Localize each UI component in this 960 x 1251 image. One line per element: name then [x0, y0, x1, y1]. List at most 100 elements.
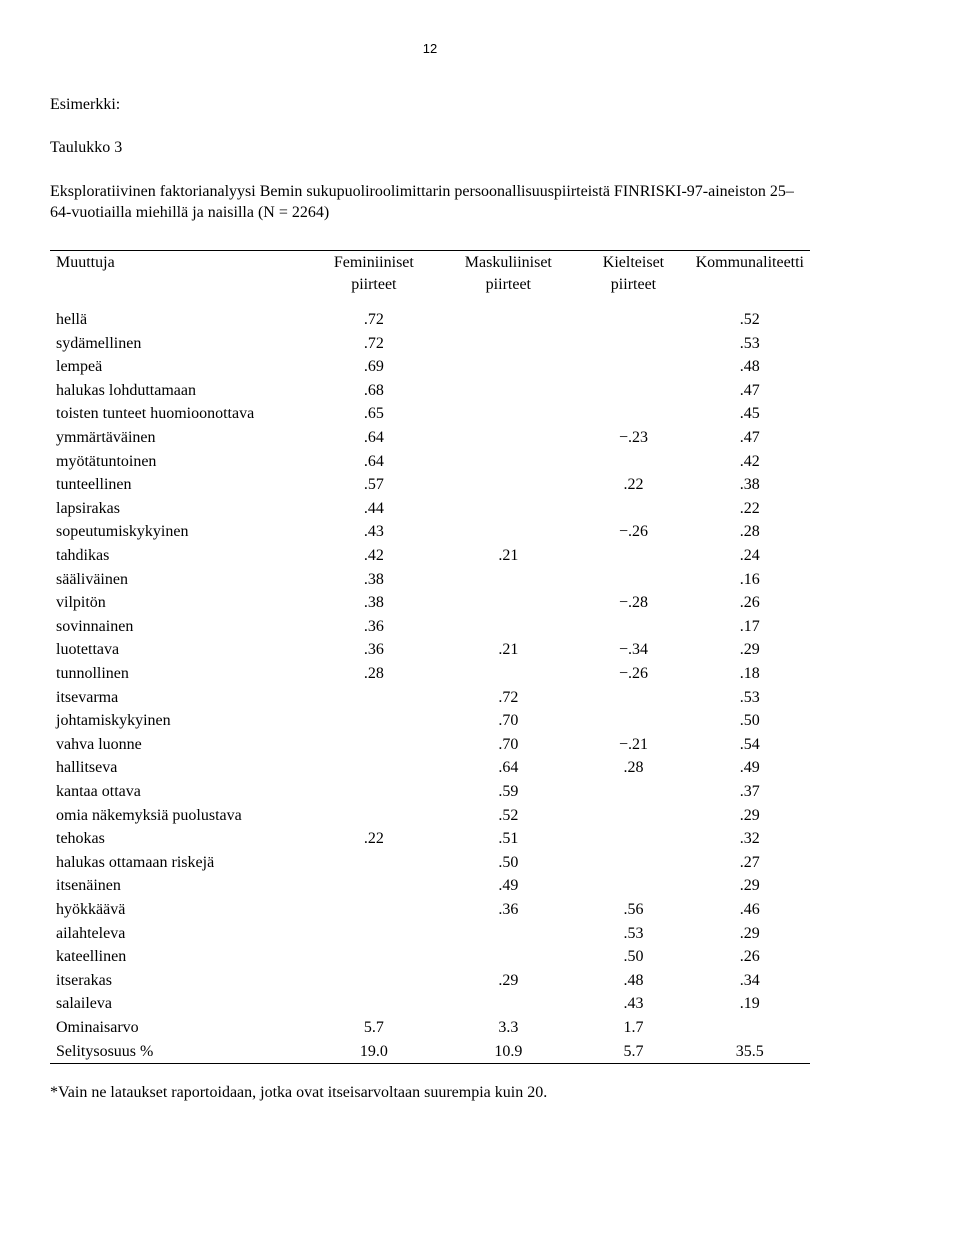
- cell-value: 5.7: [308, 1016, 439, 1040]
- cell-value: .50: [439, 851, 577, 875]
- cell-value: [308, 709, 439, 733]
- table-row: tehokas.22.51.32: [50, 827, 810, 851]
- table-row: Ominaisarvo5.73.31.7: [50, 1016, 810, 1040]
- cell-value: [439, 568, 577, 592]
- cell-variable: johtamiskykyinen: [50, 709, 308, 733]
- cell-value: [577, 379, 689, 403]
- cell-value: .29: [690, 638, 810, 662]
- cell-variable: vilpitön: [50, 591, 308, 615]
- cell-value: .34: [690, 969, 810, 993]
- cell-value: [439, 450, 577, 474]
- cell-value: 35.5: [690, 1040, 810, 1064]
- factor-table: Muuttuja Feminiiniset piirteet Maskuliin…: [50, 250, 810, 1064]
- table-row: hallitseva.64.28.49: [50, 756, 810, 780]
- table-row: tunnollinen.28−.26.18: [50, 662, 810, 686]
- cell-value: .27: [690, 851, 810, 875]
- table-row: hyökkäävä.36.56.46: [50, 898, 810, 922]
- cell-variable: ailahteleva: [50, 922, 308, 946]
- cell-value: .72: [439, 686, 577, 710]
- table-footnote: *Vain ne lataukset raportoidaan, jotka o…: [50, 1082, 810, 1104]
- cell-value: .64: [308, 426, 439, 450]
- cell-value: 3.3: [439, 1016, 577, 1040]
- table-row: itserakas .29.48.34: [50, 969, 810, 993]
- cell-variable: ymmärtäväinen: [50, 426, 308, 450]
- cell-value: −.28: [577, 591, 689, 615]
- page: 12 Esimerkki: Taulukko 3 Eksploratiivine…: [0, 0, 890, 1144]
- cell-value: [308, 686, 439, 710]
- cell-variable: kateellinen: [50, 945, 308, 969]
- cell-value: .49: [439, 874, 577, 898]
- cell-value: .47: [690, 426, 810, 450]
- page-number: 12: [50, 40, 810, 58]
- cell-variable: tunnollinen: [50, 662, 308, 686]
- cell-value: [577, 686, 689, 710]
- cell-variable: toisten tunteet huomioonottava: [50, 402, 308, 426]
- table-caption: Eksploratiivinen faktorianalyysi Bemin s…: [50, 181, 810, 224]
- cell-value: [577, 780, 689, 804]
- cell-value: [439, 308, 577, 332]
- cell-value: [439, 615, 577, 639]
- cell-value: .50: [690, 709, 810, 733]
- cell-variable: itsenäinen: [50, 874, 308, 898]
- cell-value: .64: [439, 756, 577, 780]
- cell-value: [308, 874, 439, 898]
- col-header-masculine: Maskuliiniset piirteet: [439, 250, 577, 296]
- cell-value: .72: [308, 332, 439, 356]
- cell-variable: hallitseva: [50, 756, 308, 780]
- cell-variable: hyökkäävä: [50, 898, 308, 922]
- cell-value: [308, 969, 439, 993]
- cell-value: [308, 780, 439, 804]
- table-row: tunteellinen.57.22.38: [50, 473, 810, 497]
- cell-value: .49: [690, 756, 810, 780]
- cell-value: .29: [690, 874, 810, 898]
- cell-value: [439, 332, 577, 356]
- table-row: vilpitön.38−.28.26: [50, 591, 810, 615]
- cell-value: [308, 756, 439, 780]
- cell-variable: kantaa ottava: [50, 780, 308, 804]
- table-row: sopeutumiskykyinen.43−.26.28: [50, 520, 810, 544]
- cell-value: [439, 426, 577, 450]
- cell-value: .70: [439, 733, 577, 757]
- col-header-communality: Kommunaliteetti: [690, 250, 810, 296]
- table-row: myötätuntoinen.64.42: [50, 450, 810, 474]
- cell-variable: tahdikas: [50, 544, 308, 568]
- cell-value: −.34: [577, 638, 689, 662]
- cell-value: .21: [439, 638, 577, 662]
- cell-value: [577, 402, 689, 426]
- cell-value: [308, 851, 439, 875]
- cell-value: .53: [577, 922, 689, 946]
- cell-value: .29: [439, 969, 577, 993]
- cell-value: .47: [690, 379, 810, 403]
- cell-value: .59: [439, 780, 577, 804]
- cell-value: [577, 497, 689, 521]
- cell-value: .22: [577, 473, 689, 497]
- cell-value: .36: [308, 638, 439, 662]
- table-row: vahva luonne.70−.21.54: [50, 733, 810, 757]
- cell-value: .29: [690, 804, 810, 828]
- cell-value: −.26: [577, 520, 689, 544]
- cell-value: .45: [690, 402, 810, 426]
- cell-value: .54: [690, 733, 810, 757]
- cell-value: .28: [308, 662, 439, 686]
- cell-variable: itserakas: [50, 969, 308, 993]
- cell-value: [439, 355, 577, 379]
- cell-value: [439, 473, 577, 497]
- cell-value: .38: [690, 473, 810, 497]
- cell-value: .53: [690, 332, 810, 356]
- cell-value: [439, 402, 577, 426]
- table-label: Taulukko 3: [50, 137, 810, 159]
- table-row: tahdikas.42.21.24: [50, 544, 810, 568]
- cell-value: .29: [690, 922, 810, 946]
- cell-value: .26: [690, 945, 810, 969]
- cell-value: .38: [308, 591, 439, 615]
- cell-value: .36: [308, 615, 439, 639]
- table-row: lempeä.69.48: [50, 355, 810, 379]
- cell-value: .42: [690, 450, 810, 474]
- cell-variable: sopeutumiskykyinen: [50, 520, 308, 544]
- table-row: Selitysosuus %19.010.95.735.5: [50, 1040, 810, 1064]
- cell-value: .22: [690, 497, 810, 521]
- cell-value: .22: [308, 827, 439, 851]
- cell-value: .48: [577, 969, 689, 993]
- cell-value: .19: [690, 992, 810, 1016]
- cell-value: [308, 804, 439, 828]
